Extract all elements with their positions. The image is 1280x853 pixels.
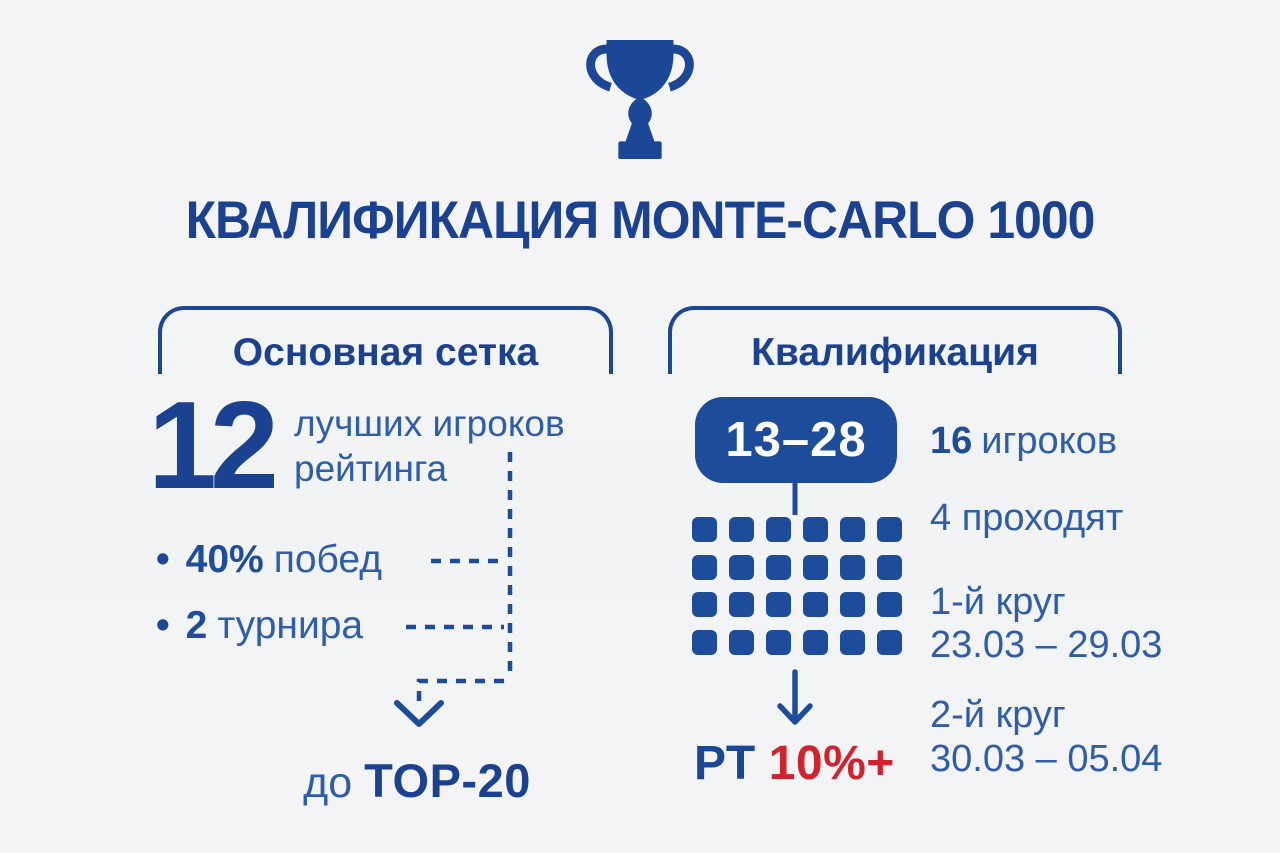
qualification-bracket — [668, 306, 1122, 374]
player-square — [766, 629, 791, 655]
bullet-marker-icon: • — [156, 538, 170, 581]
main-draw-heading: Основная сетка — [232, 331, 539, 374]
player-square — [840, 554, 865, 580]
tournaments-label: турнира — [217, 604, 364, 647]
page-title: КВАЛИФИКАЦИЯ MONTE-CARLO 1000 — [185, 191, 1096, 250]
player-square — [766, 517, 791, 542]
players-label-line2: рейтинга — [294, 448, 448, 489]
main-draw-players-count: 12 — [148, 377, 279, 515]
round1-dates: 23.03 – 29.03 — [930, 624, 1163, 666]
player-square — [803, 517, 828, 542]
main-draw-bracket — [158, 306, 613, 374]
wins-percent: 40% — [185, 538, 264, 581]
player-square — [729, 554, 754, 580]
player-square — [766, 592, 791, 617]
seed-range-pill: 13–28 — [695, 397, 897, 483]
player-square — [692, 629, 717, 655]
bullet-wins: • 40% побед — [156, 538, 382, 582]
round1-title: 1-й круг — [930, 581, 1066, 623]
wins-label: побед — [273, 538, 383, 581]
player-square — [729, 517, 754, 542]
outcome-value: TOP-20 — [364, 754, 531, 807]
players-label: игроков — [981, 420, 1118, 462]
advance-line: 4 проходят — [930, 497, 1124, 539]
rating-points-line: РТ 10%+ — [694, 736, 895, 791]
bullet-tournaments: • 2 турнира — [156, 604, 363, 648]
player-square — [840, 629, 865, 655]
player-square — [766, 554, 791, 580]
players-line: 16 игроков — [930, 420, 1117, 463]
player-square — [729, 629, 754, 655]
round2-title: 2-й круг — [930, 694, 1066, 736]
player-square — [692, 592, 717, 617]
player-square — [840, 592, 865, 617]
player-square — [803, 592, 828, 617]
player-square — [692, 517, 717, 542]
outcome-line: до TOP-20 — [217, 753, 617, 808]
players-label-line1: лучших игроков — [294, 403, 565, 444]
main-draw-players-label: лучших игроков рейтинга — [294, 401, 565, 491]
rating-points-value: 10%+ — [768, 737, 895, 790]
player-square — [877, 554, 902, 580]
down-arrow-icon — [394, 700, 444, 727]
player-square — [692, 554, 717, 580]
down-arrow-icon — [777, 703, 813, 725]
tournaments-count: 2 — [185, 604, 208, 647]
player-square — [803, 629, 828, 655]
player-square — [729, 592, 754, 617]
bullet-marker-icon: • — [156, 604, 170, 647]
trophy-icon — [586, 40, 694, 160]
dashed-line-elbow — [416, 678, 504, 710]
qualification-heading: Квалификация — [751, 331, 1039, 374]
players-value: 16 — [930, 420, 973, 462]
players-square-grid — [692, 517, 902, 655]
player-square — [877, 517, 902, 542]
rating-points-label: РТ — [694, 737, 756, 790]
player-square — [877, 592, 902, 617]
player-square — [803, 554, 828, 580]
seed-range-value: 13–28 — [725, 413, 867, 467]
player-square — [840, 517, 865, 542]
outcome-prefix: до — [303, 759, 353, 807]
round2-dates: 30.03 – 05.04 — [930, 738, 1163, 780]
player-square — [877, 629, 902, 655]
